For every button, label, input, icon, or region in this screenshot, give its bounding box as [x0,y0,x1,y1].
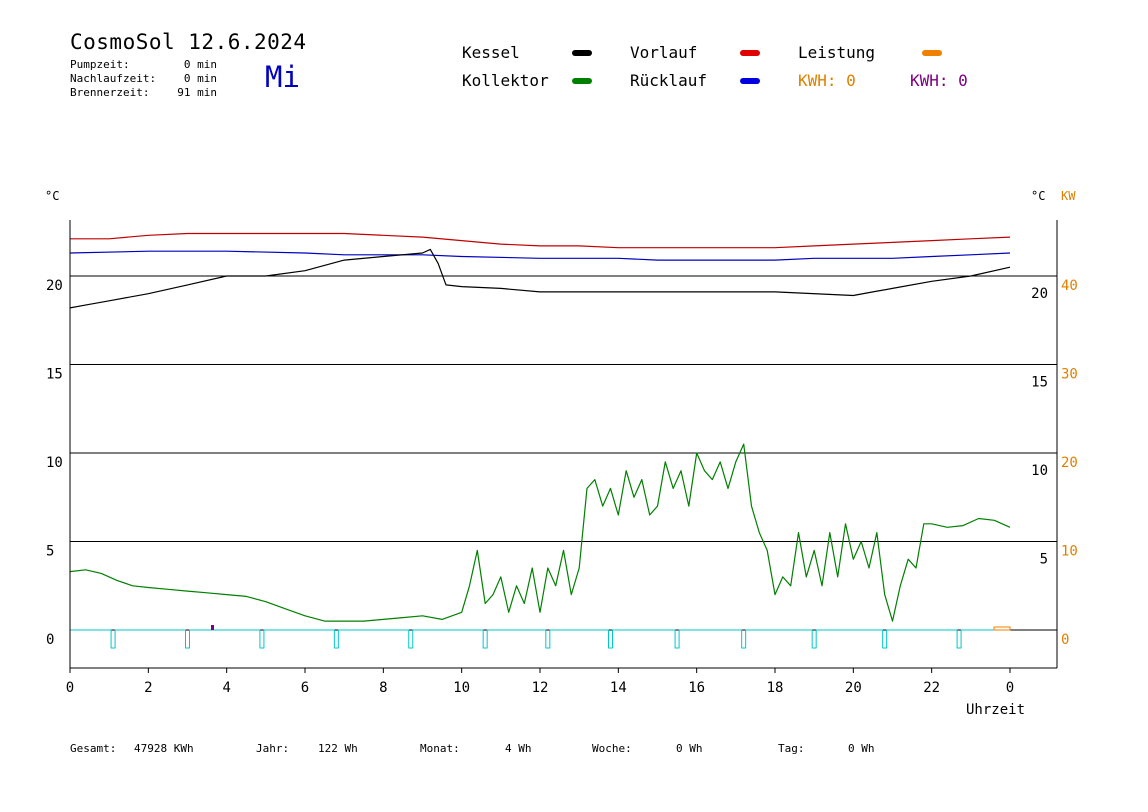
y-tick-label-right-c: 15 [1031,375,1048,391]
footer-gesamt-value: 47928 KWh [134,742,194,755]
purple-marker [211,625,214,630]
weekday-label: Mi [265,60,300,94]
legend-kollektor-swatch [572,78,592,84]
legend-kessel-label: Kessel [462,43,520,62]
footer-gesamt-label: Gesamt: [70,742,117,755]
x-tick-label: 6 [301,680,309,696]
x-tick-label: 10 [453,680,470,696]
brennerzeit-label: Brennerzeit: [70,86,150,99]
footer-jahr-value: 122 Wh [318,742,358,755]
y-tick-label-right-c: 5 [1040,552,1048,568]
legend-ruecklauf-swatch [740,78,760,84]
footer-jahr-label: Jahr: [256,742,290,755]
x-tick-label: 2 [144,680,152,696]
x-tick-label: 8 [379,680,387,696]
y-axis-left-unit: °C [45,189,60,203]
y-tick-label-right-c: 20 [1031,286,1048,302]
leistung-end-marker [993,626,1011,631]
x-tick-label: 14 [610,680,627,696]
series-line-vorlauf [70,232,1011,249]
x-tick-label: 0 [66,680,74,696]
legend-leistung-label: Leistung [798,43,876,62]
x-tick-label: 12 [532,680,549,696]
series-line-kessel [69,248,1011,309]
footer-tag-label: Tag: [778,742,805,755]
y-tick-label-right-kw: 20 [1061,455,1078,471]
grid-layer [70,275,1057,631]
legend-kessel-swatch [572,50,592,56]
y-axis-right-unit-c: °C [1031,189,1046,203]
y-tick-label-right-kw: 0 [1061,632,1069,648]
series-line-kollektor [69,443,1011,622]
legend-vorlauf-label: Vorlauf [630,43,698,62]
pumpzeit-value: 0 min [183,58,217,71]
y-axis-right-unit-kw: KW [1061,189,1076,203]
x-tick-label: 4 [222,680,230,696]
footer-monat-value: 4 Wh [505,742,532,755]
legend-ruecklauf-label: Rücklauf [630,71,708,90]
y-tick-label-right-kw: 10 [1061,544,1078,560]
brennerzeit-value: 91 min [177,86,217,99]
chart-title: CosmoSol 12.6.2024 [70,30,307,54]
axis-layer: 0 2 4 6 8 10 12 14 16 18 20 22 0 20 15 10 5 0 20 15 10 5 40 30 2… [46,220,1078,696]
y-tick-label-left: 15 [46,367,63,383]
y-tick-label-right-kw: 30 [1061,367,1078,383]
footer-woche-value: 0 Wh [676,742,703,755]
y-tick-label-right-kw: 40 [1061,278,1078,294]
kwh-purple-label: KWH: 0 [910,71,968,90]
nachlaufzeit-value: 0 min [183,72,217,85]
x-tick-label: 0 [1006,680,1014,696]
x-tick-label: 16 [688,680,705,696]
y-tick-label-left: 10 [46,455,63,471]
series-line-leistung [70,629,1010,649]
x-tick-label: 18 [767,680,784,696]
footer-monat-label: Monat: [420,742,460,755]
x-axis-label: Uhrzeit [966,702,1026,718]
x-tick-label: 22 [923,680,940,696]
y-tick-label-left: 20 [46,278,63,294]
series-line-rcklauf [69,250,1011,261]
kwh-orange-label: KWH: 0 [798,71,856,90]
legend-kollektor-label: Kollektor [462,71,549,90]
nachlaufzeit-label: Nachlaufzeit: [70,72,157,85]
y-tick-label-left: 0 [46,632,54,648]
footer-woche-label: Woche: [592,742,632,755]
footer-tag-value: 0 Wh [848,742,875,755]
legend-vorlauf-swatch [740,50,760,56]
pumpzeit-label: Pumpzeit: [70,58,130,71]
y-tick-label-left: 5 [46,544,54,560]
series-layer [69,232,1011,649]
x-tick-label: 20 [845,680,862,696]
y-tick-label-right-c: 10 [1031,463,1048,479]
legend-leistung-swatch [922,50,942,56]
